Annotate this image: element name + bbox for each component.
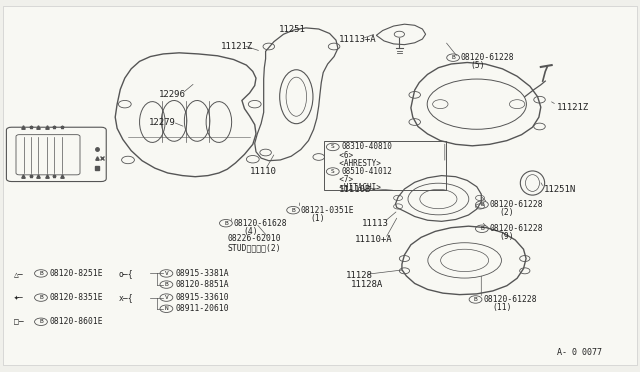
Text: o—{: o—{: [118, 269, 133, 278]
Text: 08120-61228: 08120-61228: [490, 224, 543, 233]
Text: V: V: [164, 271, 168, 276]
Text: 11251N: 11251N: [544, 185, 576, 194]
Text: STUDスタッド(2): STUDスタッド(2): [227, 244, 281, 253]
Text: <HITACHI>: <HITACHI>: [330, 183, 381, 192]
Text: 11113: 11113: [362, 219, 388, 228]
Text: B: B: [291, 208, 295, 213]
Text: 11110+A: 11110+A: [355, 235, 393, 244]
Text: (11): (11): [493, 303, 512, 312]
Text: x—{: x—{: [118, 293, 133, 302]
Text: (2): (2): [499, 208, 514, 217]
Text: 11251: 11251: [278, 25, 305, 34]
Text: 08915-33610: 08915-33610: [175, 293, 229, 302]
Text: V: V: [164, 295, 168, 300]
Text: 08120-8851A: 08120-8851A: [175, 280, 229, 289]
Text: △—: △—: [14, 269, 24, 278]
Text: B: B: [39, 295, 43, 300]
Text: 11110B: 11110B: [339, 185, 371, 194]
Text: ✦—: ✦—: [14, 293, 24, 302]
Text: 08310-40810: 08310-40810: [342, 142, 392, 151]
Text: 11113+A: 11113+A: [339, 35, 377, 44]
Text: N: N: [164, 306, 168, 311]
Text: 12296: 12296: [159, 90, 186, 99]
Text: 08121-0351E: 08121-0351E: [301, 206, 355, 215]
Text: 08510-41012: 08510-41012: [342, 167, 392, 176]
Text: B: B: [451, 55, 455, 60]
Text: B: B: [474, 297, 477, 302]
Text: A- 0 0077: A- 0 0077: [557, 348, 602, 357]
Text: 11128: 11128: [346, 271, 372, 280]
Text: B: B: [224, 221, 228, 226]
Text: 11121Z: 11121Z: [557, 103, 589, 112]
Text: 08120-8601E: 08120-8601E: [49, 317, 103, 326]
Text: (5): (5): [470, 61, 485, 70]
Text: 08915-3381A: 08915-3381A: [175, 269, 229, 278]
Text: 12279: 12279: [149, 118, 176, 127]
Text: B: B: [480, 202, 484, 207]
Text: 08911-20610: 08911-20610: [175, 304, 229, 313]
Text: 08120-61228: 08120-61228: [490, 200, 543, 209]
Text: <7>: <7>: [330, 175, 353, 184]
Text: 11110: 11110: [250, 167, 276, 176]
Text: 11121Z: 11121Z: [221, 42, 253, 51]
Text: 08120-8251E: 08120-8251E: [49, 269, 103, 278]
Text: 08226-62010: 08226-62010: [227, 234, 281, 243]
FancyBboxPatch shape: [3, 6, 637, 365]
Text: 08120-61228: 08120-61228: [461, 53, 515, 62]
Text: <AHRESTY>: <AHRESTY>: [330, 159, 381, 168]
Text: (4): (4): [243, 227, 258, 236]
Text: (1): (1): [310, 214, 325, 223]
Text: 11128A: 11128A: [351, 280, 383, 289]
Text: (9): (9): [499, 232, 514, 241]
Text: □—: □—: [14, 317, 24, 326]
Text: S: S: [331, 169, 335, 174]
Text: B: B: [480, 226, 484, 231]
Text: B: B: [39, 319, 43, 324]
Text: B: B: [164, 282, 168, 287]
Text: 08120-61228: 08120-61228: [483, 295, 537, 304]
Text: <6>: <6>: [330, 151, 353, 160]
Text: 08120-61628: 08120-61628: [234, 219, 287, 228]
Text: 08120-8351E: 08120-8351E: [49, 293, 103, 302]
Text: B: B: [39, 271, 43, 276]
Text: S: S: [331, 144, 335, 150]
